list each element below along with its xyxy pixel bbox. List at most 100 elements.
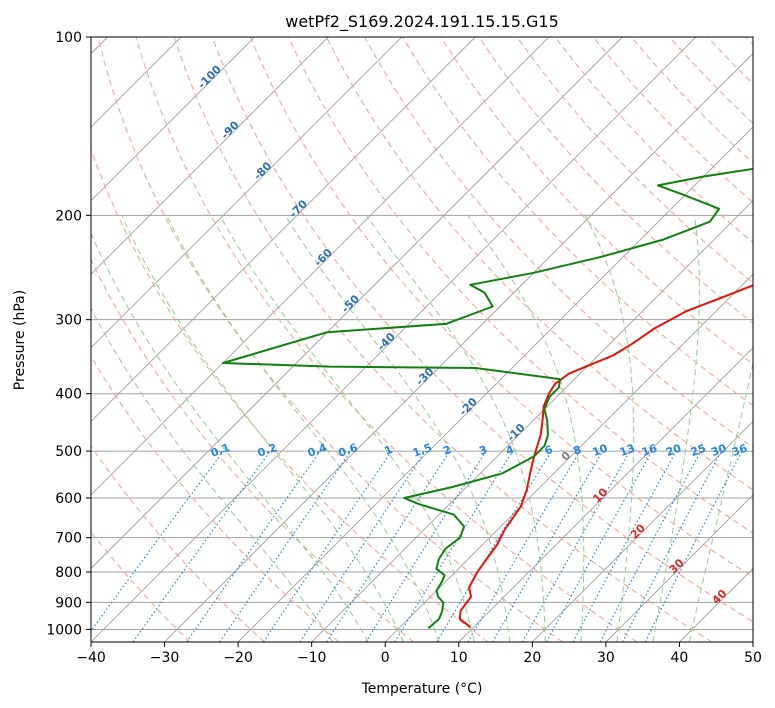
x-tick-label: −30 [150, 650, 180, 666]
mixing-ratio-label: 0.2 [256, 441, 279, 460]
x-tick-label: 40 [671, 650, 689, 666]
isotherm-line [532, 420, 753, 642]
mixing-ratio-line [394, 450, 514, 642]
isotherm-line [91, 37, 697, 642]
isotherm-line [384, 273, 753, 642]
isotherm-line [91, 37, 476, 422]
isotherm-label: -10 [504, 421, 527, 444]
x-tick-label: −40 [76, 650, 106, 666]
grid-layer [91, 37, 753, 642]
isotherm-label: -50 [339, 292, 362, 315]
isotherm-label: -90 [219, 118, 242, 141]
mixing-ratio-line [521, 450, 631, 642]
y-tick-label: 900 [55, 595, 82, 611]
series-layer [221, 167, 753, 629]
mixing-ratio-label: 3 [477, 443, 489, 458]
dry-adiabat-line [91, 445, 265, 642]
y-tick-label: 600 [55, 491, 82, 507]
dry-adiabat-line [707, 37, 753, 85]
mixing-ratio-label: 0.4 [306, 441, 329, 460]
dry-adiabat-line [326, 37, 753, 491]
mixing-ratio-label: 0.1 [209, 441, 232, 460]
mixing-ratio-line [186, 450, 321, 642]
isotherm-line [605, 494, 753, 642]
x-tick-label: 30 [597, 650, 615, 666]
dry-adiabat-line [97, 37, 563, 642]
moist-adiabat-line [652, 215, 700, 642]
mixing-ratio-label: 1 [383, 443, 395, 458]
moist-adiabat-line [688, 361, 753, 642]
moist-adiabat-line [365, 215, 546, 642]
x-ticks: −40 −30 −20 −10 0 10 20 30 40 50 [76, 642, 762, 666]
dry-adiabat-line [135, 37, 638, 642]
x-tick-label: 50 [744, 650, 762, 666]
dry-adiabat-line [91, 531, 191, 642]
isotherm-line [91, 37, 255, 202]
isotherm-label: -70 [287, 197, 310, 220]
moist-adiabat-line [467, 215, 585, 642]
isotherm-line [679, 567, 753, 642]
moist-adiabat-line [284, 215, 511, 642]
isotherm-label: -100 [195, 63, 224, 92]
mixing-ratio-line [326, 450, 451, 642]
moist-adiabat-line [219, 215, 475, 642]
isotherm-line [752, 641, 753, 642]
y-tick-label: 700 [55, 531, 82, 547]
isotherm-label: 10 [590, 485, 610, 505]
dry-adiabat-line [669, 37, 753, 125]
dry-adiabat-line [173, 37, 713, 642]
dry-adiabat-line [554, 37, 753, 244]
x-tick-label: −20 [223, 650, 253, 666]
mixing-ratio-line [599, 450, 702, 642]
mixing-ratio-label: 8 [571, 443, 583, 458]
plot-frame [90, 36, 754, 643]
x-tick-label: 20 [523, 650, 541, 666]
mixing-ratio-label: 25 [689, 442, 708, 459]
mixing-ratio-label: 6 [543, 443, 555, 458]
mixing-ratio-line [546, 450, 653, 642]
mixing-ratio-label: 1.5 [411, 441, 434, 460]
y-tick-label: 800 [55, 565, 82, 581]
isotherm-line [458, 347, 753, 642]
isotherm-label: 20 [628, 521, 648, 541]
y-axis-label: Pressure (hPa) [12, 290, 28, 390]
isotherm-line [91, 37, 623, 570]
isotherm-label: -60 [312, 246, 335, 269]
mixing-ratio-label: 36 [730, 442, 749, 460]
dry-adiabat-line [592, 37, 753, 204]
moist-adiabat-line [166, 215, 440, 642]
mixing-ratio-line [132, 450, 271, 642]
y-tick-label: 1000 [46, 622, 82, 638]
isotherm-label: 40 [709, 587, 729, 607]
dry-adiabat-line [440, 37, 753, 365]
mixing-ratio-line [299, 450, 426, 642]
mixing-ratio-label: 0.6 [337, 441, 360, 460]
mixing-ratio-line [572, 450, 677, 642]
chart-title: wetPf2_S169.2024.191.15.15.G15 [285, 12, 559, 32]
y-tick-label: 200 [55, 208, 82, 224]
mixing-ratio-line [365, 450, 487, 642]
isotherm-line [91, 37, 329, 275]
mixing-ratio-line [91, 450, 224, 632]
x-tick-label: 0 [381, 650, 390, 666]
isotherm-line [91, 37, 403, 349]
y-tick-label: 500 [55, 444, 82, 460]
mixing-ratio-line [219, 450, 352, 642]
y-tick-label: 300 [55, 313, 82, 329]
isotherm-label: -40 [375, 330, 398, 353]
mixing-ratio-label: 13 [618, 442, 637, 459]
moist-adiabat-line [91, 307, 334, 642]
dry-adiabat-line [211, 37, 753, 623]
dry-adiabat-line [91, 258, 414, 642]
x-tick-label: −10 [297, 650, 327, 666]
mixing-ratio-line [262, 450, 392, 642]
isotherm-line [91, 37, 550, 496]
y-ticks: 100 200 300 400 500 600 700 800 900 1000 [46, 30, 91, 638]
y-tick-label: 400 [55, 387, 82, 403]
dry-adiabat-line [249, 37, 753, 578]
mixing-ratio-label: 10 [591, 442, 610, 460]
dry-adiabat-line [91, 355, 340, 642]
temperature-line [458, 284, 753, 628]
isotherm-label: 30 [667, 556, 687, 576]
